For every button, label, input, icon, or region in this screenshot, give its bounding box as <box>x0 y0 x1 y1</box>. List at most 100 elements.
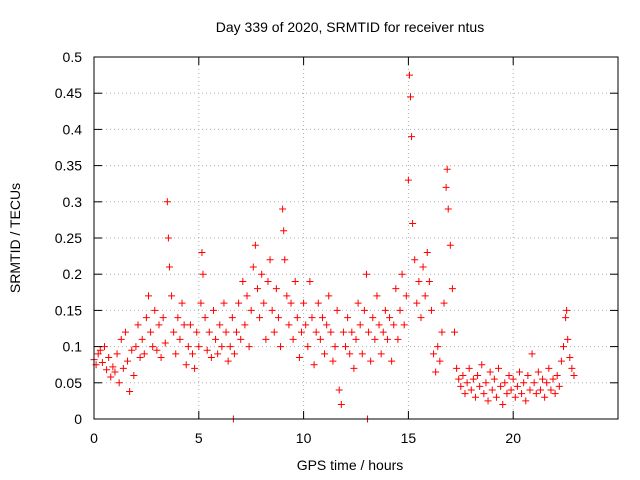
data-point <box>377 350 385 358</box>
data-point <box>147 328 155 336</box>
data-point <box>467 386 475 394</box>
x-tick-label: 0 <box>90 430 98 446</box>
data-point <box>178 299 186 307</box>
data-point <box>201 314 209 322</box>
data-point <box>337 401 345 409</box>
data-point <box>153 346 161 354</box>
data-point <box>262 335 270 343</box>
data-point <box>564 335 572 343</box>
data-point <box>417 314 425 322</box>
data-point <box>107 373 115 381</box>
data-point <box>532 390 540 398</box>
data-point <box>501 379 509 387</box>
data-point <box>151 306 159 314</box>
data-point <box>455 375 463 383</box>
data-point <box>302 321 310 329</box>
data-point <box>541 393 549 401</box>
data-point <box>563 306 571 314</box>
data-point <box>488 386 496 394</box>
data-point <box>360 306 368 314</box>
data-point <box>367 357 375 365</box>
data-point <box>404 176 412 184</box>
data-point <box>448 285 456 293</box>
data-point <box>333 306 341 314</box>
data-point <box>474 372 482 380</box>
data-point <box>159 314 167 322</box>
data-point <box>522 397 530 405</box>
data-point <box>119 364 127 372</box>
data-point <box>182 361 190 369</box>
data-point <box>411 256 419 264</box>
data-point <box>444 205 452 213</box>
y-tick-label: 0.5 <box>63 49 83 65</box>
x-axis: 0 5 10 15 20 <box>90 57 521 446</box>
data-point <box>375 321 383 329</box>
data-point <box>562 314 570 322</box>
data-point <box>241 321 249 329</box>
data-point <box>235 299 243 307</box>
data-point <box>409 220 417 228</box>
data-point <box>421 292 429 300</box>
data-point <box>180 321 188 329</box>
x-axis-label: GPS time / hours <box>297 457 404 473</box>
data-point <box>402 292 410 300</box>
data-point <box>268 306 276 314</box>
data-point <box>515 368 523 376</box>
data-point <box>509 375 517 383</box>
data-point <box>406 93 414 101</box>
data-point <box>457 382 465 390</box>
data-point <box>256 314 264 322</box>
data-point <box>480 390 488 398</box>
data-point <box>170 328 178 336</box>
data-point <box>237 335 245 343</box>
data-point <box>287 299 295 307</box>
data-point <box>388 357 396 365</box>
data-point <box>94 350 102 358</box>
data-point <box>442 183 450 191</box>
data-point <box>478 361 486 369</box>
data-point <box>570 372 578 380</box>
data-point <box>325 292 333 300</box>
data-point <box>534 368 542 376</box>
y-tick-label: 0.3 <box>63 194 83 210</box>
data-points <box>90 71 578 423</box>
data-point <box>555 382 563 390</box>
data-point <box>205 328 213 336</box>
data-point <box>394 335 402 343</box>
data-point <box>96 346 104 354</box>
data-point <box>490 375 498 383</box>
data-point <box>434 343 442 351</box>
data-point <box>98 359 106 367</box>
data-point <box>172 350 180 358</box>
data-point <box>405 71 413 79</box>
data-point <box>312 328 320 336</box>
data-point <box>310 361 318 369</box>
data-point <box>132 343 140 351</box>
data-point <box>207 353 215 361</box>
data-point <box>371 335 379 343</box>
data-point <box>155 321 163 329</box>
data-point <box>440 299 448 307</box>
data-point <box>230 350 238 358</box>
data-point <box>304 343 312 351</box>
data-point <box>113 350 121 358</box>
data-point <box>266 256 274 264</box>
data-point <box>530 379 538 387</box>
data-point <box>134 321 142 329</box>
data-point <box>100 343 108 351</box>
data-point <box>216 321 224 329</box>
data-point <box>484 397 492 405</box>
data-point <box>560 343 568 351</box>
data-point <box>233 328 241 336</box>
data-point <box>427 306 435 314</box>
data-point <box>398 270 406 278</box>
y-tick-label: 0.25 <box>55 230 82 246</box>
data-point <box>459 372 467 380</box>
data-point <box>547 386 555 394</box>
data-point <box>308 314 316 322</box>
x-tick-label: 10 <box>296 430 312 446</box>
data-point <box>245 343 253 351</box>
data-point <box>373 292 381 300</box>
data-point <box>476 382 484 390</box>
data-point <box>212 335 220 343</box>
